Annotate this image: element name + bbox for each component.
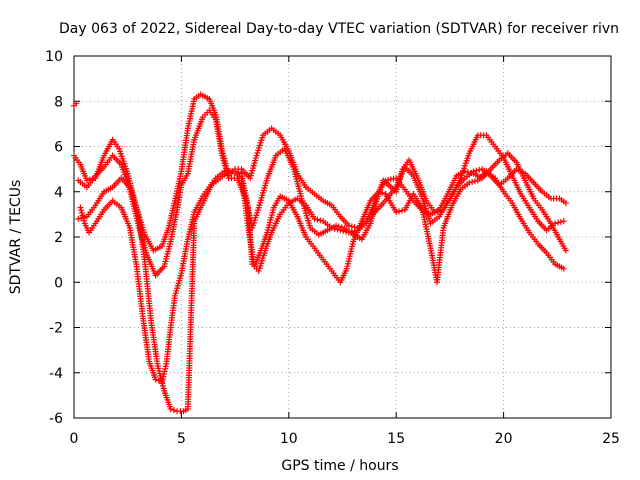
trace-d-marker bbox=[170, 407, 177, 414]
trace-c-marker bbox=[379, 189, 386, 196]
trace-c-marker bbox=[471, 178, 478, 185]
y-tick-label: 6 bbox=[54, 140, 63, 156]
trace-a-marker bbox=[557, 218, 564, 225]
trace-d-marker bbox=[78, 215, 85, 222]
trace-b-marker bbox=[562, 247, 569, 254]
y-tick-label: 8 bbox=[54, 94, 63, 110]
x-axis-label: GPS time / hours bbox=[281, 458, 398, 474]
trace-b-marker bbox=[335, 223, 342, 230]
x-tick-label: 0 bbox=[70, 431, 79, 447]
y-tick-label: -2 bbox=[49, 321, 63, 337]
trace-d-marker bbox=[167, 405, 174, 412]
trace-d-marker bbox=[81, 214, 88, 221]
x-tick-label: 15 bbox=[387, 431, 405, 447]
trace-d-marker bbox=[334, 226, 341, 233]
trace-d-marker bbox=[351, 227, 358, 234]
x-tick-label: 25 bbox=[602, 431, 620, 447]
y-tick-label: 10 bbox=[45, 49, 63, 65]
trace-c-marker bbox=[560, 265, 567, 272]
trace-a-marker bbox=[348, 223, 355, 230]
trace-a-marker bbox=[560, 218, 567, 225]
trace-d-marker bbox=[314, 216, 321, 223]
x-tick-label: 5 bbox=[177, 431, 186, 447]
data-points bbox=[71, 91, 569, 415]
trace-d-marker bbox=[317, 217, 324, 224]
trace-c-marker bbox=[78, 207, 85, 214]
trace-d-marker bbox=[348, 228, 355, 235]
trace-d-marker bbox=[331, 225, 338, 232]
trace-d-marker bbox=[343, 228, 350, 235]
y-tick-label: 4 bbox=[54, 185, 63, 201]
trace-d-marker bbox=[476, 166, 483, 173]
trace-c-marker bbox=[398, 207, 405, 214]
trace-b-marker bbox=[338, 224, 345, 231]
y-tick-label: -4 bbox=[49, 366, 63, 382]
trace-d-marker bbox=[328, 224, 335, 231]
trace-c-marker bbox=[393, 209, 400, 216]
y-tick-label: -6 bbox=[49, 411, 63, 427]
trace-d-marker bbox=[345, 229, 352, 236]
trace-b-marker bbox=[333, 222, 340, 229]
trace-c-marker bbox=[396, 208, 403, 215]
y-axis-ticks: -6 -4 -2 0 2 4 6 8 10 bbox=[45, 49, 611, 427]
trace-d-marker bbox=[311, 215, 318, 222]
trace-c-marker bbox=[469, 178, 476, 185]
isolated-marker bbox=[71, 102, 77, 109]
trace-c-marker bbox=[152, 376, 159, 383]
y-axis-label: SDTVAR / TECUs bbox=[8, 180, 24, 295]
y-tick-label: 2 bbox=[54, 230, 63, 246]
trace-c-marker bbox=[78, 209, 85, 216]
trace-d-marker bbox=[470, 168, 477, 175]
trace-d-marker bbox=[75, 215, 82, 222]
trace-d-marker bbox=[340, 227, 347, 234]
trace-c-marker bbox=[376, 188, 383, 195]
trace-a-marker bbox=[83, 177, 90, 184]
trace-c-marker bbox=[466, 179, 473, 186]
trace-c-marker bbox=[77, 204, 84, 211]
chart-title: Day 063 of 2022, Sidereal Day-to-day VTE… bbox=[59, 21, 619, 37]
trace-d-marker bbox=[562, 200, 569, 207]
trace-d-marker bbox=[235, 169, 242, 176]
x-tick-label: 10 bbox=[280, 431, 298, 447]
trace-b-marker bbox=[461, 168, 468, 175]
x-tick-label: 20 bbox=[495, 431, 513, 447]
trace-d-marker bbox=[473, 167, 480, 174]
trace-d-marker bbox=[232, 168, 239, 175]
trace-d-marker bbox=[337, 227, 344, 234]
y-tick-label: 0 bbox=[54, 275, 63, 291]
trace-a-marker bbox=[555, 219, 562, 226]
x-axis-ticks: 0 5 10 15 20 25 bbox=[70, 56, 620, 447]
trace-a-marker bbox=[345, 222, 352, 229]
